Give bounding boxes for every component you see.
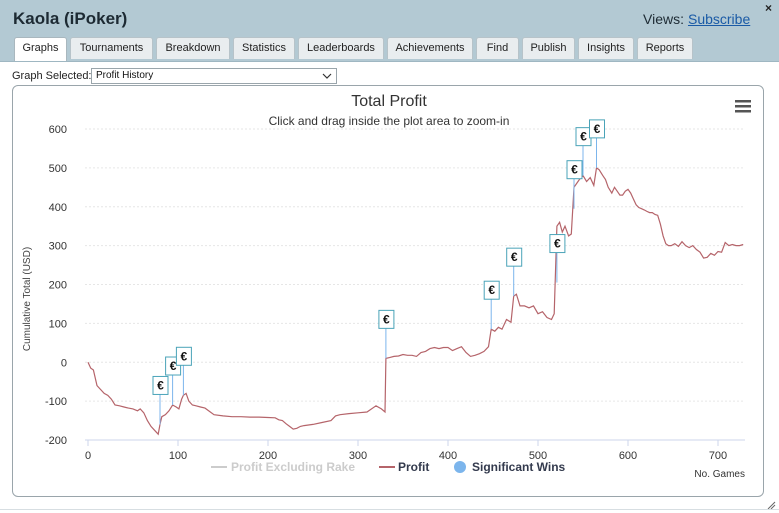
significant-win-flag[interactable]: € <box>152 375 169 425</box>
x-tick-label: 300 <box>349 450 367 462</box>
tab-achievements[interactable]: Achievements <box>387 37 473 59</box>
y-tick-label: -100 <box>45 396 67 408</box>
euro-icon: € <box>511 250 518 264</box>
win-flag-box <box>378 309 395 329</box>
significant-win-flag[interactable]: € <box>549 234 566 283</box>
x-tick-label: 200 <box>259 450 277 462</box>
tab-tournaments[interactable]: Tournaments <box>70 37 153 59</box>
win-flag-box <box>483 280 500 300</box>
tab-insights[interactable]: Insights <box>578 37 634 59</box>
y-tick-label: 200 <box>49 280 67 292</box>
x-tick-label: 0 <box>85 450 91 462</box>
euro-icon: € <box>383 312 390 326</box>
significant-win-flag[interactable]: € <box>589 119 605 168</box>
x-tick-label: 500 <box>529 450 547 462</box>
legend-dot-symbol <box>454 461 466 473</box>
chart-container[interactable]: Total Profit Click and drag inside the p… <box>12 85 764 497</box>
views-label: Views: <box>643 11 684 27</box>
legend-label: Significant Wins <box>472 460 566 474</box>
tab-breakdown[interactable]: Breakdown <box>156 37 230 59</box>
close-icon[interactable]: × <box>765 1 773 15</box>
profit-chart[interactable]: Total Profit Click and drag inside the p… <box>13 86 763 496</box>
win-flag-box <box>506 247 523 267</box>
tab-publish[interactable]: Publish <box>522 37 575 59</box>
resize-grip-icon[interactable] <box>766 500 776 510</box>
significant-win-flag[interactable]: € <box>566 160 583 209</box>
subscribe-link[interactable]: Subscribe <box>687 11 751 27</box>
win-flag-box <box>566 160 583 180</box>
y-axis-title: Cumulative Total (USD) <box>22 247 33 351</box>
x-tick-label: 400 <box>439 450 457 462</box>
x-tick-label: 100 <box>169 450 187 462</box>
x-tick-label: 600 <box>619 450 637 462</box>
chart-subtitle: Click and drag inside the plot area to z… <box>269 114 510 128</box>
tab-graphs[interactable]: Graphs <box>14 37 67 61</box>
y-tick-label: 600 <box>49 124 67 136</box>
legend-label: Profit Excluding Rake <box>231 460 355 474</box>
views-area: Views: Subscribe <box>643 11 750 27</box>
y-tick-label: 300 <box>49 241 67 253</box>
euro-icon: € <box>181 349 188 363</box>
x-axis-ticks: 0 100 200 300 400 500 600 700 <box>85 440 727 462</box>
window-title: Kaola (iPoker) <box>13 9 128 28</box>
legend-item-profit[interactable]: Profit <box>379 460 429 474</box>
win-flag-box <box>175 346 192 366</box>
significant-win-flag[interactable]: € <box>506 247 523 297</box>
legend-item-profit-excluding-rake[interactable]: Profit Excluding Rake <box>211 460 355 474</box>
significant-win-flag[interactable]: € <box>378 309 395 359</box>
tab-leaderboards[interactable]: Leaderboards <box>298 37 384 59</box>
euro-icon: € <box>580 130 587 144</box>
significant-win-flag[interactable]: € <box>483 280 500 330</box>
graph-selected-label: Graph Selected: <box>12 70 92 82</box>
euro-icon: € <box>571 163 578 177</box>
euro-icon: € <box>554 237 561 251</box>
significant-wins-markers: € € € € € € € € € € <box>152 119 605 425</box>
profit-series <box>87 166 744 436</box>
y-tick-label: 0 <box>61 357 67 369</box>
y-tick-label: 500 <box>49 163 67 175</box>
y-tick-label: 100 <box>49 318 67 330</box>
euro-icon: € <box>594 122 601 136</box>
y-tick-label: 400 <box>49 202 67 214</box>
win-flag-box <box>589 119 605 139</box>
euro-icon: € <box>157 378 164 392</box>
chevron-down-icon <box>322 73 332 79</box>
profit-line <box>87 166 744 436</box>
y-tick-label: -200 <box>45 435 67 447</box>
significant-win-flag[interactable]: € <box>575 127 592 176</box>
win-flag-box <box>152 375 169 395</box>
euro-icon: € <box>170 359 177 373</box>
chart-gridlines <box>85 128 745 402</box>
y-axis-ticks: -200 -100 0 100 200 300 400 500 600 <box>45 124 67 447</box>
hamburger-menu-icon[interactable] <box>735 100 751 113</box>
graph-select-value: Profit History <box>96 70 154 81</box>
win-flag-box <box>549 234 566 254</box>
x-axis-title: No. Games <box>694 469 745 480</box>
tab-find[interactable]: Find <box>476 37 519 59</box>
euro-icon: € <box>488 283 495 297</box>
chart-legend: Profit Excluding Rake Profit Significant W… <box>211 460 566 474</box>
graph-select-dropdown[interactable]: Profit History <box>91 68 337 84</box>
tab-statistics[interactable]: Statistics <box>233 37 295 59</box>
significant-win-flag[interactable]: € <box>175 346 192 396</box>
window-header: Kaola (iPoker) Views: Subscribe × Graphs T… <box>0 0 779 62</box>
legend-item-significant-wins[interactable]: Significant Wins <box>454 460 566 474</box>
chart-title: Total Profit <box>351 93 427 110</box>
x-tick-label: 700 <box>709 450 727 462</box>
legend-label: Profit <box>398 460 429 474</box>
bottom-border <box>0 509 779 510</box>
tab-reports[interactable]: Reports <box>637 37 693 59</box>
